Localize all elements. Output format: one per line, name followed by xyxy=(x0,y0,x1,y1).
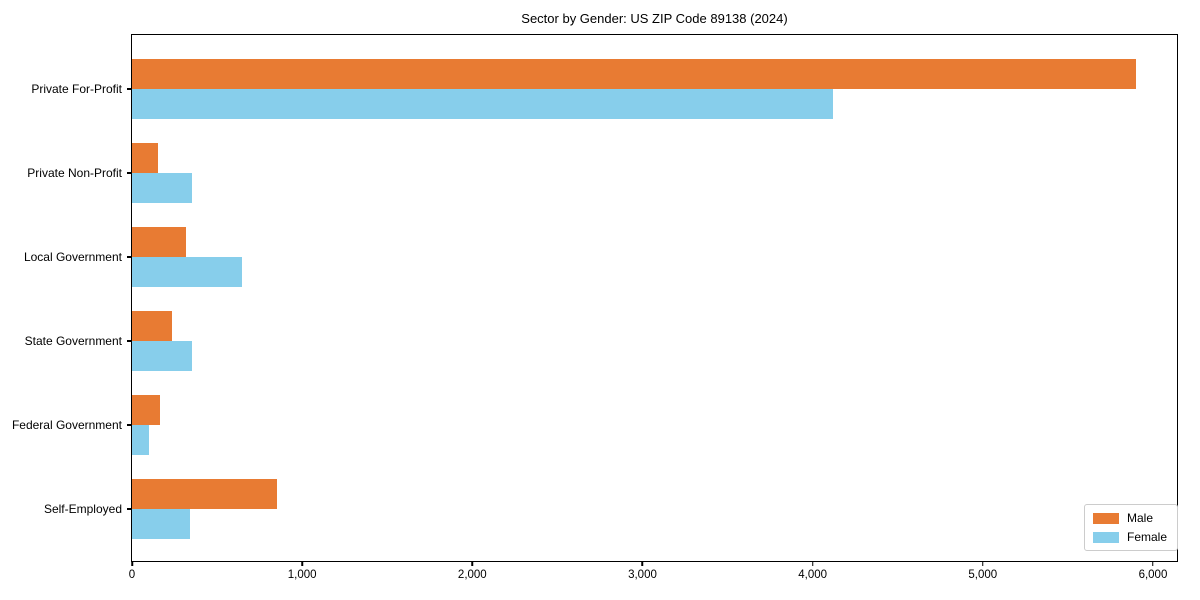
y-tick-label-federal-government: Federal Government xyxy=(11,418,122,432)
y-tick-mark-federal-government xyxy=(127,424,132,426)
x-tick-mark-0 xyxy=(131,561,133,566)
legend-swatch-female xyxy=(1092,531,1119,543)
bar-female-local-government xyxy=(132,257,242,287)
x-tick-label-2000: 2,000 xyxy=(457,569,487,581)
y-tick-label-private-non-profit: Private Non-Profit xyxy=(27,166,122,180)
y-tick-mark-state-government xyxy=(127,340,132,342)
y-tick-label-local-government: Local Government xyxy=(23,250,122,264)
plot-area: Male Female Private For-Profit Private Non… xyxy=(12,34,1178,581)
bar-female-private-for-profit xyxy=(132,89,834,119)
y-tick-mark-local-government xyxy=(127,256,132,258)
bar-female-state-government xyxy=(132,341,192,371)
bar-female-self-employed xyxy=(132,509,190,539)
y-tick-label-self-employed: Self-Employed xyxy=(43,502,122,516)
bar-male-local-government xyxy=(132,227,186,257)
x-tick-mark-2000 xyxy=(471,561,474,566)
x-tick-label-0: 0 xyxy=(128,569,136,581)
x-tick-mark-5000 xyxy=(982,561,984,566)
x-tick-mark-4000 xyxy=(811,561,814,566)
bar-female-private-non-profit xyxy=(132,173,193,203)
x-tick-mark-3000 xyxy=(641,561,644,566)
legend: Male Female xyxy=(1083,504,1178,551)
y-tick-label-private-for-profit: Private For-Profit xyxy=(31,82,122,96)
x-tick-label-4000: 4,000 xyxy=(798,569,828,581)
legend-entry-female: Female xyxy=(1092,530,1167,544)
legend-label-female: Female xyxy=(1126,530,1167,544)
x-tick-label-3000: 3,000 xyxy=(628,569,657,581)
bar-male-federal-government xyxy=(132,395,161,425)
bar-male-private-non-profit xyxy=(132,143,158,173)
y-tick-mark-self-employed xyxy=(127,508,132,510)
bar-male-private-for-profit xyxy=(132,59,1136,89)
bar-female-federal-government xyxy=(132,425,150,455)
legend-entry-male: Male xyxy=(1092,511,1167,525)
x-tick-mark-1000 xyxy=(301,561,303,566)
x-tick-label-6000: 6,000 xyxy=(1138,569,1168,581)
y-tick-mark-private-non-profit xyxy=(127,172,132,174)
legend-swatch-male xyxy=(1092,512,1119,524)
bar-male-state-government xyxy=(132,311,172,341)
y-tick-label-state-government: State Government xyxy=(24,334,122,348)
x-tick-label-1000: 1,000 xyxy=(287,569,317,581)
x-tick-mark-6000 xyxy=(1152,561,1154,566)
bar-male-self-employed xyxy=(132,479,277,509)
chart-title: Sector by Gender: US ZIP Code 89138 (202… xyxy=(521,11,788,26)
x-tick-label-5000: 5,000 xyxy=(968,569,998,581)
legend-label-male: Male xyxy=(1126,511,1153,525)
y-tick-mark-private-for-profit xyxy=(127,88,132,90)
